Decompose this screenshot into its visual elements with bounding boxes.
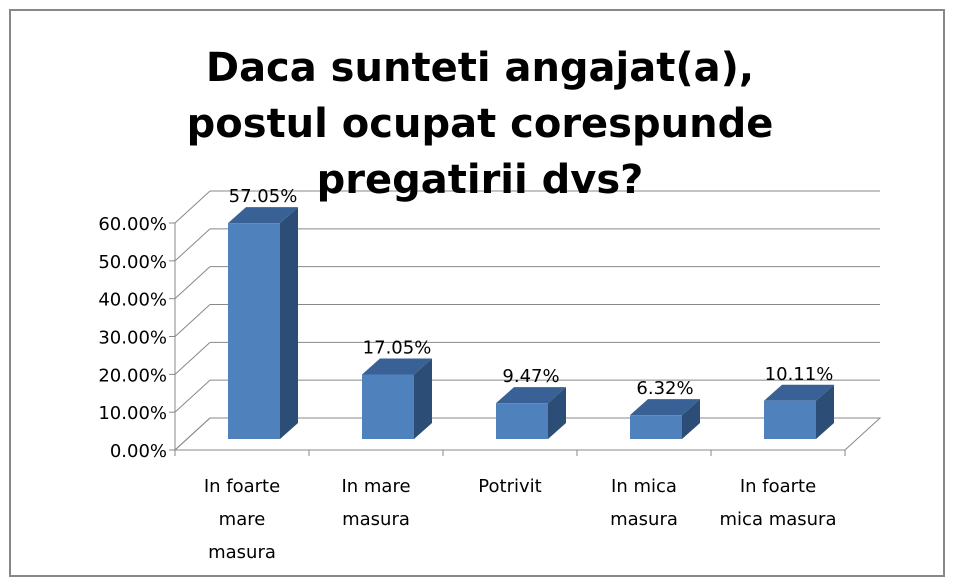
x-tick-label: In foarte mare masura <box>203 476 281 563</box>
x-tick-label: Potrivit <box>478 476 542 497</box>
bar-side <box>682 399 700 439</box>
bar <box>362 358 432 439</box>
bar-top <box>362 358 432 375</box>
bar-side <box>816 384 834 439</box>
bar-front <box>228 223 280 439</box>
y-tick-label: 20.00% <box>98 365 167 386</box>
bar <box>630 399 700 439</box>
value-label: 57.05% <box>229 186 298 207</box>
grid-line <box>174 304 211 337</box>
bar <box>496 387 566 439</box>
y-tick-label: 40.00% <box>98 290 167 311</box>
bar-side <box>414 358 432 439</box>
value-label: 9.47% <box>502 366 559 387</box>
x-tick-label: In foarte mica masura <box>719 476 837 530</box>
bar-side <box>548 387 566 439</box>
x-tick-label: In mare masura <box>341 476 411 530</box>
grid-line <box>174 417 211 451</box>
bar <box>228 207 298 439</box>
bar-top <box>228 207 298 224</box>
y-tick-label: 30.00% <box>98 328 167 349</box>
bar-front <box>362 374 414 439</box>
bar-front <box>496 403 548 439</box>
value-label: 10.11% <box>765 364 834 385</box>
value-label: 17.05% <box>363 337 432 358</box>
bar-front <box>630 415 682 439</box>
frame <box>9 9 945 577</box>
value-label: 6.32% <box>636 378 693 399</box>
grid-line <box>174 266 211 300</box>
y-tick-label: 0.00% <box>110 441 167 462</box>
y-tick-label: 50.00% <box>98 252 167 273</box>
grid-line <box>174 341 211 375</box>
bar-top <box>630 399 700 416</box>
bar-top <box>496 387 566 404</box>
grid-line <box>174 190 211 224</box>
bar <box>764 384 834 439</box>
grid-line <box>174 379 211 413</box>
bar-top <box>764 384 834 401</box>
bar-front <box>764 400 816 439</box>
grid-line <box>174 228 211 262</box>
chart-title: Daca sunteti angajat(a), postul ocupat c… <box>186 45 774 203</box>
y-tick-label: 10.00% <box>98 403 167 424</box>
bar-side <box>280 207 298 439</box>
x-tick-label: In mica masura <box>610 476 678 530</box>
y-tick-label: 60.00% <box>98 214 167 235</box>
